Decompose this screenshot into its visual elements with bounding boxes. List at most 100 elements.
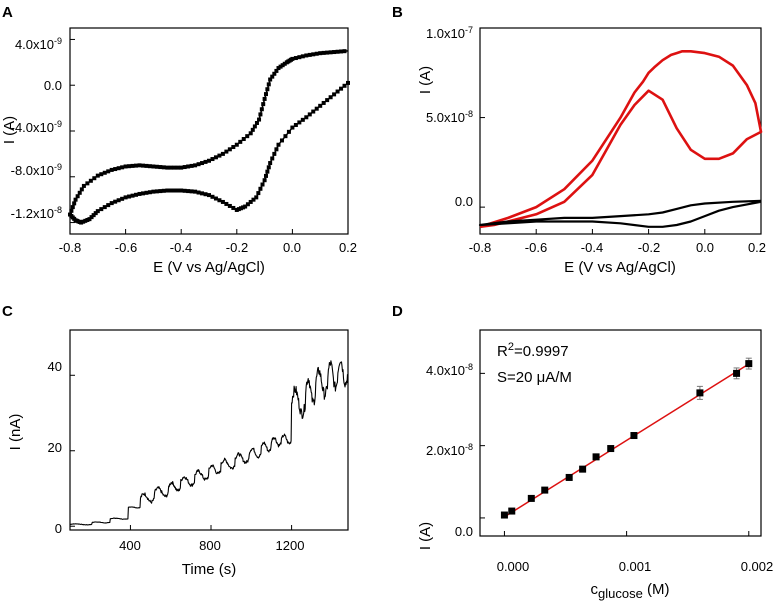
data-point	[220, 199, 225, 204]
data-point	[241, 205, 246, 210]
data-point	[293, 122, 298, 127]
data-point	[263, 92, 268, 97]
data-point	[280, 63, 285, 68]
data-point	[733, 369, 741, 377]
data-point	[88, 178, 93, 183]
data-point	[127, 164, 132, 169]
plot-area-b	[478, 50, 763, 229]
data-point	[85, 181, 90, 186]
data-point	[93, 211, 98, 216]
data-point	[293, 56, 298, 61]
series-line-current	[69, 360, 349, 526]
data-point	[254, 120, 259, 125]
data-point	[182, 188, 187, 193]
data-point	[579, 465, 587, 473]
data-point	[266, 82, 271, 87]
data-point	[339, 49, 344, 54]
data-point	[238, 206, 243, 211]
data-point	[236, 207, 241, 212]
x-tick-label: 0.2	[748, 240, 766, 255]
data-point	[745, 360, 753, 368]
x-tick-label: 0.2	[339, 240, 357, 255]
data-point	[99, 172, 104, 177]
data-point	[321, 50, 326, 55]
data-point	[79, 187, 84, 192]
y-ticks-b	[480, 27, 485, 208]
x-tick-label: -0.8	[469, 240, 491, 255]
data-point	[311, 52, 316, 57]
data-point	[165, 188, 170, 193]
data-point	[248, 199, 253, 204]
data-point	[297, 120, 302, 125]
data-point	[286, 129, 291, 134]
panel-letter-a: A	[2, 4, 13, 21]
y-tick-label: 0.0	[44, 78, 62, 93]
data-point	[328, 95, 333, 100]
data-point	[260, 182, 265, 187]
data-point	[161, 188, 166, 193]
panel-letter-c: C	[2, 303, 13, 320]
data-point	[307, 52, 312, 57]
x-ticks-a	[69, 229, 349, 234]
data-point	[238, 139, 243, 144]
data-point	[87, 217, 92, 222]
y-tick-label: -4.0x10-9	[11, 119, 62, 135]
panel-letter-d: D	[392, 303, 403, 320]
data-point	[72, 201, 77, 206]
y-tick-label: 0	[55, 521, 62, 536]
x-tick-label: 0.0	[696, 240, 714, 255]
data-point	[283, 134, 288, 139]
data-point	[140, 191, 145, 196]
data-point	[314, 106, 319, 111]
data-point	[272, 151, 277, 156]
data-point	[113, 199, 118, 204]
data-point	[565, 473, 573, 481]
data-point	[245, 134, 250, 139]
data-point	[231, 205, 236, 210]
data-point	[137, 163, 142, 168]
x-tick-label: -0.4	[170, 240, 192, 255]
data-point	[81, 183, 86, 188]
x-tick-label: -0.6	[115, 240, 137, 255]
y-tick-label: 0.0	[455, 524, 473, 539]
data-point	[144, 190, 149, 195]
y-tick-label: -1.2x10-8	[11, 205, 62, 221]
data-point	[200, 161, 205, 166]
data-point	[193, 189, 198, 194]
data-point	[182, 165, 187, 170]
panel-b: B 1.0x10-7 5.0x10-8 0.0 -0.8 -0.6 -0.4 -…	[392, 4, 766, 276]
plot-frame-d	[479, 329, 762, 537]
x-tick-label: 0.0	[283, 240, 301, 255]
data-point	[193, 163, 198, 168]
y-axis-label-d: I (A)	[417, 522, 434, 550]
y-tick-labels-c: 0 20 40	[48, 359, 62, 536]
data-point	[500, 511, 508, 519]
data-point	[154, 164, 159, 169]
data-point	[259, 107, 264, 112]
data-point	[220, 151, 225, 156]
data-point	[179, 165, 184, 170]
data-point	[175, 165, 180, 170]
data-point	[250, 127, 255, 132]
data-point	[332, 92, 337, 97]
data-point	[95, 173, 100, 178]
data-point	[300, 117, 305, 122]
data-point	[272, 71, 277, 76]
plot-area-c	[69, 360, 349, 526]
x-ticks-d	[503, 531, 750, 536]
data-point	[234, 207, 239, 212]
data-point	[144, 163, 149, 168]
data-point	[335, 49, 340, 54]
data-point	[541, 486, 549, 494]
data-point	[342, 83, 347, 88]
data-point	[346, 80, 350, 85]
data-point	[158, 165, 163, 170]
y-tick-labels-b: 1.0x10-7 5.0x10-8 0.0	[426, 25, 473, 209]
data-point	[276, 142, 281, 147]
data-point	[270, 74, 275, 79]
data-point	[203, 159, 208, 164]
data-point	[189, 189, 194, 194]
data-point	[241, 137, 246, 142]
x-ticks-c	[129, 525, 293, 530]
